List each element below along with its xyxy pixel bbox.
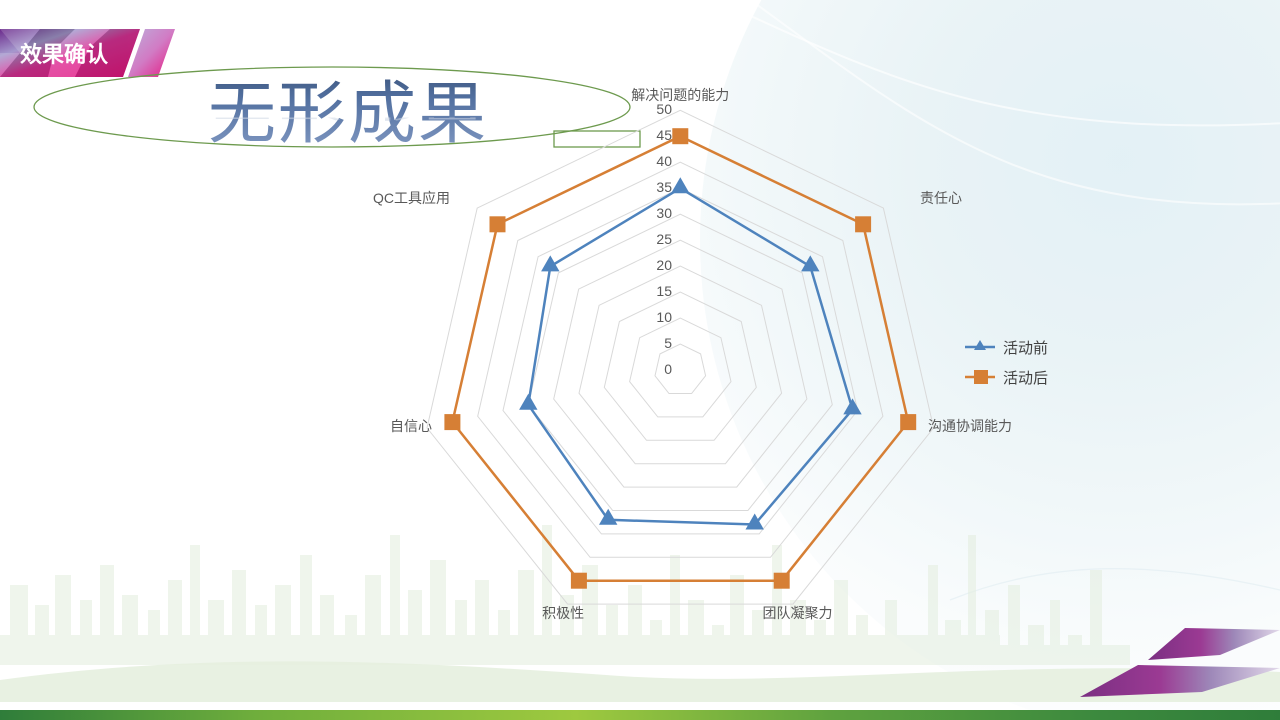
svg-text:解决问题的能力: 解决问题的能力 bbox=[631, 87, 729, 103]
svg-text:活动前: 活动前 bbox=[1003, 340, 1048, 357]
svg-text:0: 0 bbox=[664, 361, 672, 377]
svg-text:15: 15 bbox=[656, 283, 672, 299]
svg-text:40: 40 bbox=[656, 153, 672, 169]
svg-text:20: 20 bbox=[656, 257, 672, 273]
svg-text:QC工具应用: QC工具应用 bbox=[373, 190, 450, 206]
svg-text:25: 25 bbox=[656, 231, 672, 247]
svg-text:35: 35 bbox=[656, 179, 672, 195]
svg-text:积极性: 积极性 bbox=[542, 605, 584, 621]
svg-text:活动后: 活动后 bbox=[1003, 370, 1048, 387]
svg-text:5: 5 bbox=[664, 335, 672, 351]
svg-text:自信心: 自信心 bbox=[390, 418, 432, 434]
svg-text:责任心: 责任心 bbox=[920, 190, 962, 206]
svg-text:沟通协调能力: 沟通协调能力 bbox=[928, 418, 1012, 434]
svg-text:10: 10 bbox=[656, 309, 672, 325]
svg-text:团队凝聚力: 团队凝聚力 bbox=[763, 605, 833, 621]
svg-text:50: 50 bbox=[656, 101, 672, 117]
svg-text:30: 30 bbox=[656, 205, 672, 221]
svg-text:45: 45 bbox=[656, 127, 672, 143]
